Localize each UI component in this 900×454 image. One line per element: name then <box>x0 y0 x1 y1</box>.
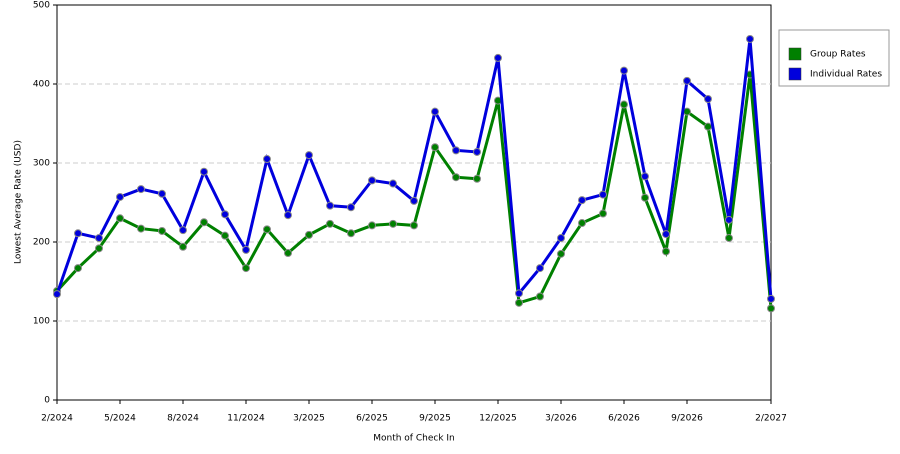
y-tick-label: 0 <box>44 396 50 406</box>
y-axis-label: Lowest Average Rate (USD) <box>14 140 24 264</box>
data-point <box>494 53 502 62</box>
data-point <box>326 219 334 228</box>
data-point <box>515 289 523 298</box>
data-point <box>200 167 208 176</box>
data-point <box>536 292 544 301</box>
data-point <box>536 264 544 273</box>
data-point <box>221 231 229 240</box>
data-point <box>725 215 733 224</box>
data-point <box>410 196 418 205</box>
data-point <box>410 221 418 230</box>
data-point <box>368 221 376 230</box>
data-point <box>347 229 355 238</box>
x-tick-label: 8/2024 <box>167 414 199 424</box>
data-point <box>284 249 292 258</box>
y-tick-label: 100 <box>33 317 50 327</box>
data-point <box>179 242 187 251</box>
data-point <box>347 203 355 212</box>
data-point <box>557 249 565 258</box>
data-point <box>578 219 586 228</box>
x-tick-label: 12/2025 <box>479 414 516 424</box>
data-point <box>725 234 733 243</box>
data-point <box>389 219 397 228</box>
data-point <box>53 290 61 299</box>
data-point <box>284 211 292 220</box>
data-point <box>179 226 187 235</box>
data-point <box>746 34 754 43</box>
data-point <box>74 229 82 238</box>
data-point <box>368 176 376 185</box>
data-point <box>200 218 208 227</box>
data-point <box>158 226 166 235</box>
data-point <box>116 192 124 201</box>
x-tick-label: 2/2027 <box>755 414 787 424</box>
y-tick-label: 300 <box>33 159 50 169</box>
legend-swatch <box>788 67 802 81</box>
data-point <box>158 189 166 198</box>
legend-swatch <box>788 47 802 61</box>
data-point <box>515 298 523 307</box>
y-tick-label: 500 <box>33 1 50 11</box>
data-point <box>137 185 145 194</box>
data-point <box>620 100 628 109</box>
data-point <box>599 190 607 199</box>
data-point <box>473 147 481 156</box>
y-tick-label: 200 <box>33 238 50 248</box>
data-point <box>305 230 313 239</box>
data-point <box>221 210 229 219</box>
data-point <box>326 201 334 210</box>
x-tick-label: 3/2026 <box>545 414 577 424</box>
data-point <box>452 146 460 155</box>
data-point <box>641 193 649 202</box>
x-tick-label: 6/2026 <box>608 414 640 424</box>
data-point <box>704 122 712 131</box>
x-tick-label: 3/2025 <box>293 414 325 424</box>
data-point <box>95 244 103 253</box>
x-axis-label: Month of Check In <box>373 434 455 444</box>
data-point <box>389 179 397 188</box>
data-point <box>242 245 250 254</box>
x-tick-label: 2/2024 <box>41 414 73 424</box>
data-point <box>557 234 565 243</box>
data-point <box>641 172 649 181</box>
data-point <box>431 107 439 116</box>
data-point <box>704 95 712 104</box>
data-point <box>137 224 145 233</box>
data-point <box>95 234 103 243</box>
data-point <box>767 294 775 303</box>
data-point <box>599 209 607 218</box>
data-point <box>662 247 670 256</box>
data-point <box>662 230 670 239</box>
data-point <box>767 304 775 313</box>
data-point <box>620 66 628 75</box>
x-tick-label: 11/2024 <box>227 414 265 424</box>
data-point <box>263 225 271 234</box>
data-point <box>431 143 439 152</box>
data-point <box>263 155 271 164</box>
data-point <box>578 196 586 205</box>
x-tick-label: 9/2026 <box>671 414 703 424</box>
x-tick-label: 9/2025 <box>419 414 451 424</box>
y-tick-label: 400 <box>33 80 50 90</box>
data-point <box>74 264 82 273</box>
legend-label: Group Rates <box>810 50 866 60</box>
data-point <box>683 76 691 85</box>
x-tick-label: 6/2025 <box>356 414 388 424</box>
data-point <box>116 214 124 223</box>
data-point <box>452 173 460 182</box>
x-tick-label: 5/2024 <box>104 414 136 424</box>
data-point <box>305 151 313 160</box>
data-point <box>242 264 250 273</box>
legend-label: Individual Rates <box>810 70 882 80</box>
data-point <box>473 174 481 183</box>
